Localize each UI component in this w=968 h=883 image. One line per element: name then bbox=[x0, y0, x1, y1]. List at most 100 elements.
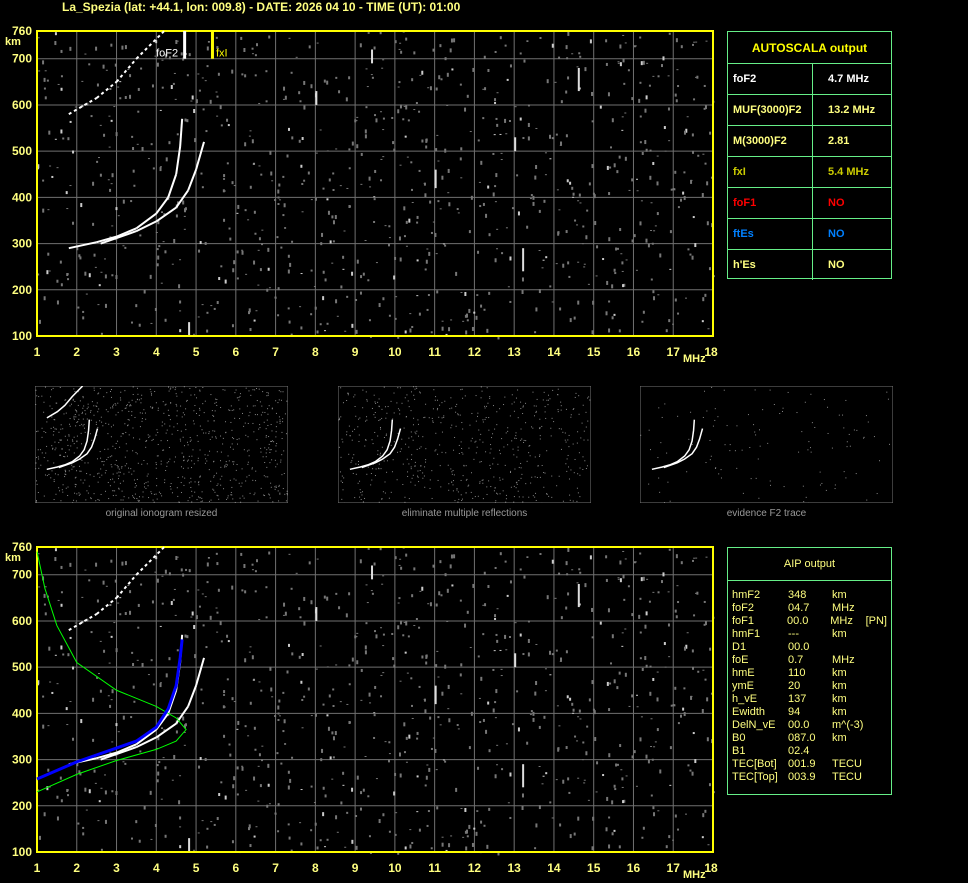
thumbnail-trace bbox=[361, 428, 402, 469]
noise-dot bbox=[538, 289, 541, 294]
noise-dot bbox=[76, 246, 79, 251]
noise-dot bbox=[377, 453, 379, 455]
autoscala-label: MUF(3000)F2 bbox=[728, 95, 813, 125]
noise-dot bbox=[375, 402, 377, 404]
noise-dot bbox=[591, 91, 594, 96]
noise-dot bbox=[460, 291, 463, 293]
noise-dot bbox=[636, 706, 639, 708]
noise-dot bbox=[495, 173, 498, 178]
noise-dot bbox=[523, 441, 525, 443]
noise-dot bbox=[476, 446, 478, 448]
noise-dot bbox=[152, 406, 154, 408]
noise-dot bbox=[65, 471, 67, 473]
noise-dot bbox=[233, 478, 235, 480]
noise-dot bbox=[398, 236, 401, 241]
noise-dot bbox=[522, 496, 524, 498]
noise-dot bbox=[60, 129, 63, 134]
noise-dot bbox=[375, 262, 378, 264]
noise-dot bbox=[48, 130, 51, 135]
noise-dot bbox=[388, 753, 391, 755]
noise-dot bbox=[464, 107, 467, 112]
noise-dot bbox=[415, 101, 418, 104]
noise-dot bbox=[38, 70, 41, 72]
autoscala-title: AUTOSCALA output bbox=[728, 32, 891, 64]
noise-dot bbox=[78, 254, 81, 258]
noise-dot bbox=[571, 53, 574, 55]
noise-dot bbox=[109, 479, 111, 481]
noise-dot bbox=[67, 494, 69, 496]
noise-dot bbox=[56, 300, 59, 305]
x-tick-label: 12 bbox=[468, 345, 482, 359]
noise-dot bbox=[107, 456, 109, 458]
noise-dot bbox=[39, 449, 41, 451]
noise-dot bbox=[216, 301, 219, 305]
aip-cell: km bbox=[832, 680, 847, 692]
noise-dot bbox=[197, 832, 200, 834]
noise-dot bbox=[186, 400, 188, 402]
noise-dot bbox=[451, 68, 454, 71]
noise-dot bbox=[268, 447, 270, 449]
noise-dot bbox=[522, 413, 524, 415]
noise-dot bbox=[373, 562, 376, 566]
noise-dot bbox=[121, 490, 123, 492]
noise-dot bbox=[677, 85, 680, 88]
noise-dot bbox=[253, 835, 256, 838]
noise-dot bbox=[486, 328, 489, 333]
noise-dot bbox=[244, 422, 246, 424]
noise-dot bbox=[522, 137, 525, 140]
noise-dot bbox=[453, 474, 455, 476]
noise-dot bbox=[435, 87, 438, 91]
noise-dot bbox=[161, 421, 163, 423]
noise-dot bbox=[423, 182, 426, 186]
noise-dot bbox=[360, 183, 363, 185]
noise-dot bbox=[268, 443, 270, 445]
noise-dot bbox=[139, 426, 141, 428]
noise-dot bbox=[287, 269, 290, 274]
noise-dot bbox=[648, 600, 651, 603]
noise-dot bbox=[168, 572, 171, 576]
noise-dot bbox=[193, 423, 195, 425]
noise-dot bbox=[364, 645, 367, 650]
noise-dot bbox=[388, 314, 391, 317]
noise-dot bbox=[856, 429, 858, 431]
noise-dot bbox=[674, 93, 677, 97]
noise-dot bbox=[407, 400, 409, 402]
noise-dot bbox=[207, 41, 210, 43]
noise-dot bbox=[242, 412, 244, 414]
noise-dot bbox=[268, 405, 270, 407]
noise-dot bbox=[258, 103, 261, 105]
noise-dot bbox=[155, 493, 157, 495]
noise-dot bbox=[247, 463, 249, 465]
noise-dot bbox=[559, 823, 562, 827]
noise-dot bbox=[565, 606, 568, 610]
noise-dot bbox=[156, 764, 159, 767]
noise-dot bbox=[685, 128, 688, 133]
noise-dot bbox=[605, 555, 608, 559]
noise-dot bbox=[269, 494, 271, 496]
noise-dot bbox=[441, 451, 443, 453]
noise-dot bbox=[351, 439, 353, 441]
noise-dot bbox=[507, 427, 509, 429]
noise-dot bbox=[164, 834, 167, 838]
noise-dot bbox=[708, 783, 711, 787]
x-tick-label: 4 bbox=[153, 345, 160, 359]
noise-dot bbox=[60, 500, 62, 502]
noise-dot bbox=[132, 685, 135, 689]
noise-dot bbox=[399, 164, 402, 166]
noise-dot bbox=[560, 657, 563, 662]
noise-dot bbox=[385, 417, 387, 419]
noise-dot bbox=[450, 397, 452, 399]
noise-dot bbox=[571, 702, 574, 706]
noise-dot bbox=[132, 169, 135, 173]
noise-dot bbox=[522, 406, 524, 408]
noise-dot bbox=[380, 674, 383, 676]
noise-dot bbox=[497, 851, 500, 856]
noise-dot bbox=[54, 473, 56, 475]
noise-dot bbox=[117, 215, 120, 217]
noise-dot bbox=[419, 74, 422, 76]
echo-trace-multi_reflection bbox=[96, 81, 118, 99]
noise-dot bbox=[538, 209, 541, 213]
noise-dot bbox=[418, 481, 420, 483]
noise-dot bbox=[255, 470, 257, 472]
noise-dot bbox=[232, 498, 234, 500]
